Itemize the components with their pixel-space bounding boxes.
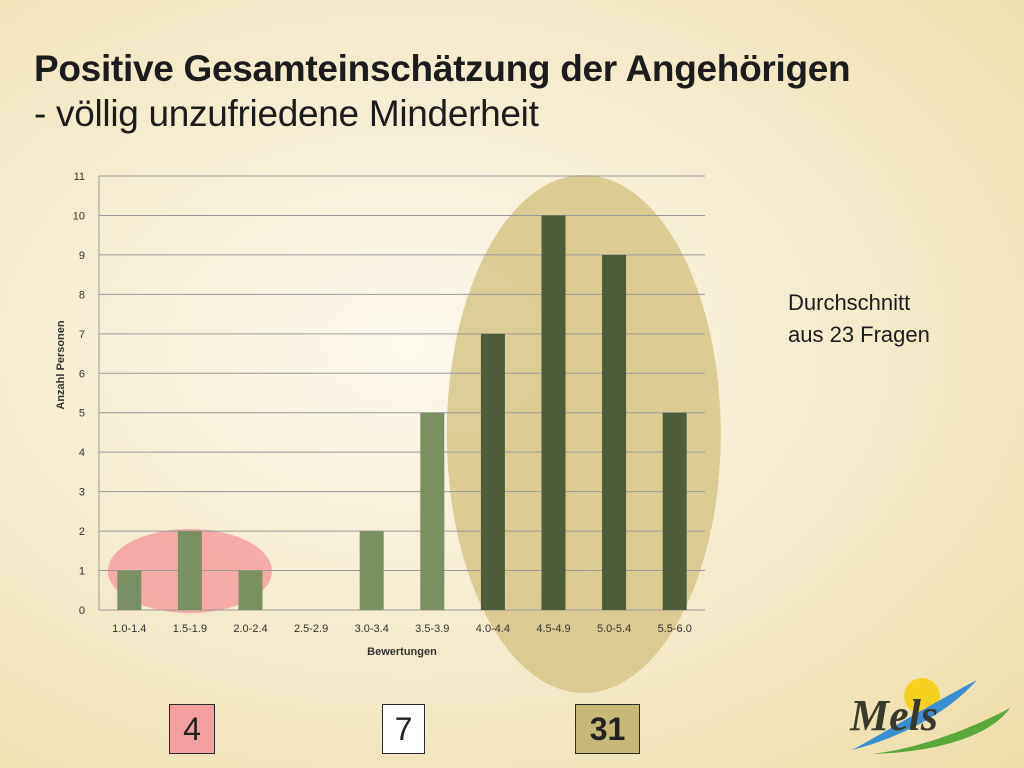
bar-1.0-1.4 bbox=[117, 570, 142, 610]
x-tick-label: 4.0-4.4 bbox=[476, 623, 510, 635]
bar-3.5-3.9 bbox=[420, 412, 445, 610]
x-axis-label: Bewertungen bbox=[367, 646, 437, 658]
bar-3.0-3.4 bbox=[359, 531, 384, 610]
x-tick-layer: 1.0-1.4 1.5-1.9 2.0-2.4 2.5-2.9 3.0-3.4 3.5-3… bbox=[112, 623, 692, 635]
highlight-ellipse-high bbox=[446, 175, 721, 693]
bar-5.0-5.4 bbox=[602, 254, 627, 610]
x-tick-label: 3.5-3.9 bbox=[415, 623, 449, 635]
y-tick-label: 4 bbox=[79, 447, 85, 459]
y-tick-label: 8 bbox=[79, 289, 85, 301]
x-tick-label: 2.5-2.9 bbox=[294, 623, 328, 635]
logo-text: Mels bbox=[849, 691, 938, 740]
y-axis-label: Anzahl Personen bbox=[55, 320, 67, 410]
y-tick-label: 10 bbox=[73, 210, 85, 222]
x-tick-label: 5.5-6.0 bbox=[658, 623, 692, 635]
y-tick-label: 9 bbox=[79, 250, 85, 262]
bar-4.5-4.9 bbox=[541, 215, 566, 611]
bar-5.5-6.0 bbox=[662, 412, 687, 610]
side-note-line-1: Durchschnitt bbox=[788, 290, 911, 315]
mels-logo-icon: Mels bbox=[849, 678, 1010, 754]
bar-4.0-4.4 bbox=[480, 333, 505, 610]
y-tick-layer: 0 1 2 3 4 5 6 7 8 9 10 11 bbox=[73, 171, 85, 617]
count-high-value: 31 bbox=[589, 710, 626, 747]
title-main: Positive Gesamteinschätzung der Angehöri… bbox=[34, 48, 851, 89]
count-low-value: 4 bbox=[183, 710, 201, 747]
bars-layer bbox=[117, 215, 687, 611]
y-tick-label: 2 bbox=[79, 526, 85, 538]
x-tick-label: 2.0-2.4 bbox=[233, 623, 267, 635]
highlight-layer bbox=[107, 175, 721, 693]
bar-1.5-1.9 bbox=[177, 531, 202, 610]
x-tick-label: 1.5-1.9 bbox=[173, 623, 207, 635]
y-tick-label: 11 bbox=[74, 171, 85, 183]
y-tick-label: 1 bbox=[79, 566, 85, 578]
title-subtitle: - völlig unzufriedene Minderheit bbox=[34, 93, 539, 135]
count-box-high: 31 bbox=[575, 704, 640, 754]
x-tick-label: 5.0-5.4 bbox=[597, 623, 631, 635]
side-note: Durchschnitt aus 23 Fragen bbox=[788, 287, 930, 351]
slide-title: Positive Gesamteinschätzung der Angehöri… bbox=[34, 46, 994, 136]
bar-2.0-2.4 bbox=[238, 570, 263, 610]
y-tick-label: 5 bbox=[79, 408, 85, 420]
count-box-low: 4 bbox=[169, 704, 215, 754]
side-note-line-2: aus 23 Fragen bbox=[788, 321, 930, 347]
y-tick-label: 0 bbox=[79, 605, 85, 617]
x-tick-label: 1.0-1.4 bbox=[112, 623, 146, 635]
count-mid-value: 7 bbox=[394, 710, 413, 747]
y-tick-label: 3 bbox=[79, 487, 85, 499]
y-tick-label: 7 bbox=[79, 329, 85, 341]
x-tick-label: 3.0-3.4 bbox=[355, 623, 389, 635]
count-box-mid: 7 bbox=[382, 704, 425, 754]
x-tick-label: 4.5-4.9 bbox=[536, 623, 570, 635]
y-tick-label: 6 bbox=[79, 368, 85, 380]
